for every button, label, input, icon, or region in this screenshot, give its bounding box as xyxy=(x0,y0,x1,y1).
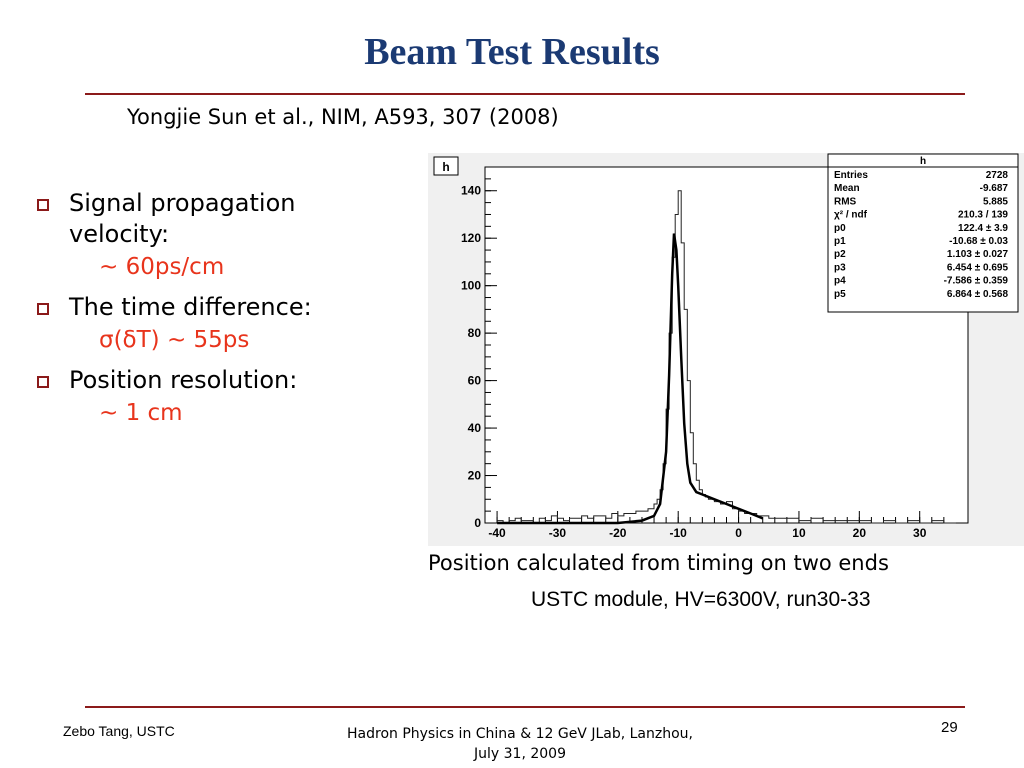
bullet-text: The time difference: xyxy=(69,293,312,321)
y-tick-label: 0 xyxy=(474,516,481,530)
figure-subcaption: USTC module, HV=6300V, run30-33 xyxy=(531,588,871,611)
x-tick-label: 30 xyxy=(913,526,927,540)
stats-row-label: Entries xyxy=(834,170,868,181)
x-tick-label: 20 xyxy=(853,526,867,540)
hist-label: h xyxy=(442,160,449,174)
stats-box: h Entries 2728 Mean -9.687 RMS 5.885 χ² / ndf 2… xyxy=(827,153,1019,313)
bullet-text: Position resolution: xyxy=(69,366,298,394)
x-tick-label: -20 xyxy=(609,526,627,540)
bullet-item: The time difference: σ(δT) ~ 55ps xyxy=(32,292,392,357)
stats-row-value: -10.68 ± 0.03 xyxy=(949,236,1008,247)
footer-event: Hadron Physics in China & 12 GeV JLab, L… xyxy=(290,724,750,764)
y-tick-label: 60 xyxy=(468,374,482,388)
slide-title: Beam Test Results xyxy=(364,31,660,73)
stats-row-label: χ² / ndf xyxy=(834,210,868,221)
bullet-subtext: σ(δT) ~ 55ps xyxy=(99,327,250,353)
stats-row-value: -7.586 ± 0.359 xyxy=(944,276,1009,287)
y-axis: 0 20 40 60 80 100 120 140 xyxy=(461,166,497,530)
y-tick-label: 20 xyxy=(468,469,482,483)
stats-row-value: 210.3 / 139 xyxy=(958,210,1008,221)
stats-row-label: RMS xyxy=(834,196,857,207)
stats-row-value: 122.4 ± 3.9 xyxy=(958,223,1008,234)
stats-row-value: 2728 xyxy=(986,170,1009,181)
bullet-item: Signal propagation velocity: ~ 60ps/cm xyxy=(32,188,392,284)
bullet-text: Signal propagation velocity: xyxy=(69,189,296,248)
footer-event-line1: Hadron Physics in China & 12 GeV JLab, L… xyxy=(347,726,693,742)
y-tick-label: 80 xyxy=(468,326,482,340)
x-tick-label: -40 xyxy=(488,526,506,540)
footer-divider xyxy=(85,706,965,708)
stats-frame xyxy=(827,153,1019,313)
stats-row-value: 6.454 ± 0.695 xyxy=(947,262,1009,273)
x-tick-label: -30 xyxy=(549,526,567,540)
bullet-item: Position resolution: ~ 1 cm xyxy=(32,365,392,430)
stats-row-value: 1.103 ± 0.027 xyxy=(947,249,1009,260)
stats-row-value: 6.864 ± 0.568 xyxy=(947,289,1009,300)
x-tick-label: 10 xyxy=(792,526,806,540)
stats-row-label: Mean xyxy=(834,183,860,194)
title-divider xyxy=(85,93,965,95)
position-histogram-chart: h 0 20 40 60 80 100 120 140 -40 -30 -20 -10 0 10 20 30… xyxy=(428,153,1024,546)
square-bullet-icon xyxy=(37,376,49,388)
y-tick-label: 140 xyxy=(461,184,481,198)
footer-event-line2: July 31, 2009 xyxy=(474,746,566,762)
page-number: 29 xyxy=(941,719,958,736)
fit-curve xyxy=(497,233,764,525)
stats-row-value: 5.885 xyxy=(983,196,1008,207)
y-tick-label: 100 xyxy=(461,279,481,293)
stats-row-label: p2 xyxy=(834,249,846,260)
bullet-list: Signal propagation velocity: ~ 60ps/cm T… xyxy=(32,188,392,438)
hist-label-box xyxy=(433,156,459,176)
footer-author: Zebo Tang, USTC xyxy=(63,723,175,739)
x-tick-label: 0 xyxy=(735,526,742,540)
stats-row-label: p3 xyxy=(834,262,846,273)
square-bullet-icon xyxy=(37,303,49,315)
bullet-subtext: ~ 60ps/cm xyxy=(99,254,225,280)
stats-row-label: p1 xyxy=(834,236,846,247)
square-bullet-icon xyxy=(37,199,49,211)
stats-header: h xyxy=(920,156,926,167)
stats-row-label: p4 xyxy=(834,276,846,287)
x-tick-label: -10 xyxy=(670,526,688,540)
stats-row-label: p0 xyxy=(834,223,846,234)
histogram-series xyxy=(497,190,956,524)
bullet-subtext: ~ 1 cm xyxy=(99,400,183,426)
y-tick-label: 120 xyxy=(461,231,481,245)
stats-row-value: -9.687 xyxy=(980,183,1009,194)
y-tick-label: 40 xyxy=(468,421,482,435)
figure-caption: Position calculated from timing on two e… xyxy=(428,551,889,575)
citation: Yongjie Sun et al., NIM, A593, 307 (2008… xyxy=(127,105,559,129)
stats-row-label: p5 xyxy=(834,289,846,300)
